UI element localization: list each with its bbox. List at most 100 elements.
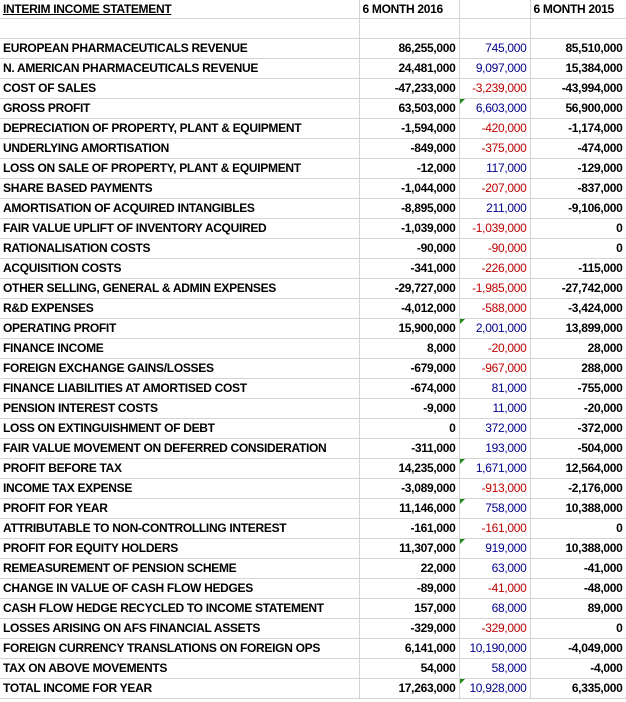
row-label-cell[interactable]: FAIR VALUE MOVEMENT ON DEFERRED CONSIDER… (0, 438, 360, 459)
value-2015-cell[interactable]: -4,000 (530, 658, 626, 679)
value-2016-cell[interactable]: -3,089,000 (359, 478, 460, 499)
change-cell[interactable]: 63,000 (459, 558, 531, 579)
value-2016-cell[interactable]: 157,000 (359, 598, 460, 619)
value-2016-cell[interactable]: 17,263,000 (359, 678, 460, 699)
change-cell[interactable]: -226,000 (459, 258, 531, 279)
row-label-cell[interactable]: GROSS PROFIT (0, 98, 360, 119)
value-2015-cell[interactable]: -4,049,000 (530, 638, 626, 659)
row-label-cell[interactable]: OPERATING PROFIT (0, 318, 360, 339)
value-2016-cell[interactable]: -679,000 (359, 358, 460, 379)
value-2016-cell[interactable]: -1,039,000 (359, 218, 460, 239)
value-2015-cell[interactable]: 85,510,000 (530, 38, 626, 59)
change-cell[interactable]: 58,000 (459, 658, 531, 679)
value-2016-cell[interactable]: -311,000 (359, 438, 460, 459)
change-cell[interactable]: 81,000 (459, 378, 531, 399)
change-cell[interactable]: 10,928,000 (459, 678, 531, 699)
error-indicator-icon[interactable] (459, 539, 465, 544)
change-cell[interactable]: 919,000 (459, 538, 531, 559)
change-cell[interactable]: -913,000 (459, 478, 531, 499)
value-2016-cell[interactable]: 15,900,000 (359, 318, 460, 339)
value-2015-cell[interactable]: -41,000 (530, 558, 626, 579)
row-label-cell[interactable]: EUROPEAN PHARMACEUTICALS REVENUE (0, 38, 360, 59)
blank-cell[interactable] (459, 18, 531, 39)
value-2016-cell[interactable]: -1,594,000 (359, 118, 460, 139)
change-cell[interactable]: 211,000 (459, 198, 531, 219)
value-2016-cell[interactable]: 14,235,000 (359, 458, 460, 479)
value-2016-cell[interactable]: -4,012,000 (359, 298, 460, 319)
row-label-cell[interactable]: ACQUISITION COSTS (0, 258, 360, 279)
value-2015-cell[interactable]: 0 (530, 238, 626, 259)
change-cell[interactable]: 68,000 (459, 598, 531, 619)
value-2015-cell[interactable]: -9,106,000 (530, 198, 626, 219)
blank-cell[interactable] (0, 18, 360, 39)
value-2015-cell[interactable]: 28,000 (530, 338, 626, 359)
row-label-cell[interactable]: TOTAL INCOME FOR YEAR (0, 678, 360, 699)
change-cell[interactable]: -329,000 (459, 618, 531, 639)
row-label-cell[interactable]: COST OF SALES (0, 78, 360, 99)
value-2015-cell[interactable]: -837,000 (530, 178, 626, 199)
value-2015-cell[interactable]: -474,000 (530, 138, 626, 159)
value-2016-cell[interactable]: -329,000 (359, 618, 460, 639)
sheet-title-cell[interactable]: INTERIM INCOME STATEMENT (0, 0, 360, 19)
blank-cell[interactable] (359, 18, 460, 39)
value-2015-cell[interactable]: 13,899,000 (530, 318, 626, 339)
row-label-cell[interactable]: RATIONALISATION COSTS (0, 238, 360, 259)
blank-cell[interactable] (530, 18, 626, 39)
change-cell[interactable]: -967,000 (459, 358, 531, 379)
value-2016-cell[interactable]: -1,044,000 (359, 178, 460, 199)
change-cell[interactable]: 9,097,000 (459, 58, 531, 79)
value-2016-cell[interactable]: -12,000 (359, 158, 460, 179)
value-2015-cell[interactable]: 0 (530, 618, 626, 639)
row-label-cell[interactable]: PROFIT BEFORE TAX (0, 458, 360, 479)
value-2016-cell[interactable]: -161,000 (359, 518, 460, 539)
row-label-cell[interactable]: LOSS ON SALE OF PROPERTY, PLANT & EQUIPM… (0, 158, 360, 179)
value-2015-cell[interactable]: -755,000 (530, 378, 626, 399)
change-cell[interactable]: -90,000 (459, 238, 531, 259)
row-label-cell[interactable]: CASH FLOW HEDGE RECYCLED TO INCOME STATE… (0, 598, 360, 619)
change-cell[interactable]: 10,190,000 (459, 638, 531, 659)
header-2016-cell[interactable]: 6 MONTH 2016 (359, 0, 460, 19)
change-cell[interactable]: 6,603,000 (459, 98, 531, 119)
value-2015-cell[interactable]: -115,000 (530, 258, 626, 279)
row-label-cell[interactable]: PROFIT FOR EQUITY HOLDERS (0, 538, 360, 559)
value-2016-cell[interactable]: -341,000 (359, 258, 460, 279)
row-label-cell[interactable]: DEPRECIATION OF PROPERTY, PLANT & EQUIPM… (0, 118, 360, 139)
change-cell[interactable]: 758,000 (459, 498, 531, 519)
value-2015-cell[interactable]: 12,564,000 (530, 458, 626, 479)
row-label-cell[interactable]: REMEASUREMENT OF PENSION SCHEME (0, 558, 360, 579)
row-label-cell[interactable]: FOREIGN EXCHANGE GAINS/LOSSES (0, 358, 360, 379)
value-2015-cell[interactable]: -3,424,000 (530, 298, 626, 319)
value-2015-cell[interactable]: -504,000 (530, 438, 626, 459)
row-label-cell[interactable]: FINANCE LIABILITIES AT AMORTISED COST (0, 378, 360, 399)
value-2016-cell[interactable]: 11,146,000 (359, 498, 460, 519)
value-2015-cell[interactable]: -48,000 (530, 578, 626, 599)
change-cell[interactable]: 193,000 (459, 438, 531, 459)
row-label-cell[interactable]: N. AMERICAN PHARMACEUTICALS REVENUE (0, 58, 360, 79)
header-change-cell[interactable] (459, 0, 531, 19)
row-label-cell[interactable]: FINANCE INCOME (0, 338, 360, 359)
value-2016-cell[interactable]: 22,000 (359, 558, 460, 579)
row-label-cell[interactable]: TAX ON ABOVE MOVEMENTS (0, 658, 360, 679)
value-2015-cell[interactable]: -43,994,000 (530, 78, 626, 99)
row-label-cell[interactable]: PROFIT FOR YEAR (0, 498, 360, 519)
change-cell[interactable]: 117,000 (459, 158, 531, 179)
change-cell[interactable]: 11,000 (459, 398, 531, 419)
row-label-cell[interactable]: UNDERLYING AMORTISATION (0, 138, 360, 159)
header-2015-cell[interactable]: 6 MONTH 2015 (530, 0, 626, 19)
row-label-cell[interactable]: AMORTISATION OF ACQUIRED INTANGIBLES (0, 198, 360, 219)
value-2016-cell[interactable]: -29,727,000 (359, 278, 460, 299)
value-2016-cell[interactable]: 6,141,000 (359, 638, 460, 659)
value-2015-cell[interactable]: 6,335,000 (530, 678, 626, 699)
value-2015-cell[interactable]: -129,000 (530, 158, 626, 179)
change-cell[interactable]: -420,000 (459, 118, 531, 139)
change-cell[interactable]: 372,000 (459, 418, 531, 439)
value-2016-cell[interactable]: 8,000 (359, 338, 460, 359)
row-label-cell[interactable]: FAIR VALUE UPLIFT OF INVENTORY ACQUIRED (0, 218, 360, 239)
change-cell[interactable]: 745,000 (459, 38, 531, 59)
change-cell[interactable]: -1,039,000 (459, 218, 531, 239)
value-2015-cell[interactable]: -2,176,000 (530, 478, 626, 499)
value-2015-cell[interactable]: 0 (530, 218, 626, 239)
value-2015-cell[interactable]: 10,388,000 (530, 498, 626, 519)
row-label-cell[interactable]: SHARE BASED PAYMENTS (0, 178, 360, 199)
row-label-cell[interactable]: LOSS ON EXTINGUISHMENT OF DEBT (0, 418, 360, 439)
